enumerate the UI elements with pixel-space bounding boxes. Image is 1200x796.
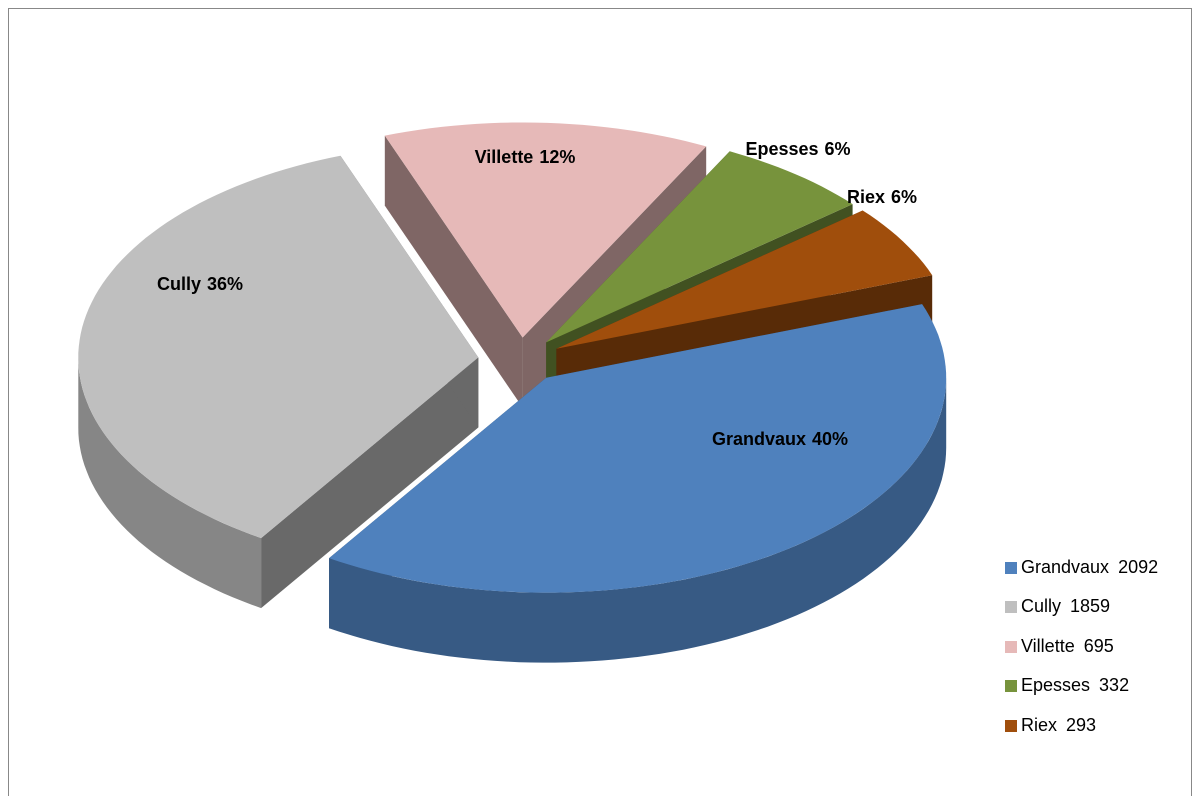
legend-name: Epesses <box>1021 675 1090 695</box>
legend-entry: Villette 695 <box>1021 636 1114 656</box>
legend-entry: Riex 293 <box>1021 715 1096 735</box>
data-label-percent: 6% <box>825 139 851 159</box>
data-label-name: Epesses <box>745 139 818 159</box>
slice-wall <box>329 377 947 663</box>
data-label-percent: 36% <box>207 274 243 294</box>
slice <box>546 151 853 343</box>
data-label: Riex 6% <box>847 187 917 207</box>
data-label: Cully 36% <box>157 274 243 294</box>
legend-entry: Grandvaux 2092 <box>1021 557 1158 577</box>
data-label-percent: 6% <box>891 187 917 207</box>
data-label-name: Villette <box>475 147 534 167</box>
legend-swatch <box>1005 720 1017 732</box>
legend: Grandvaux 2092 Cully 1859 Villette 695 Epesses… <box>1005 557 1158 735</box>
data-label-percent: 12% <box>539 147 575 167</box>
legend-name: Cully <box>1021 596 1061 616</box>
data-label-name: Grandvaux <box>712 429 806 449</box>
legend-swatch <box>1005 601 1017 613</box>
slice <box>329 304 947 593</box>
legend-value: 2092 <box>1118 557 1158 577</box>
legend-swatch <box>1005 680 1017 692</box>
data-labels: Grandvaux 40% Cully 36% Villette 12% Epesses 6%… <box>157 139 917 449</box>
data-label-name: Cully <box>157 274 201 294</box>
data-label: Grandvaux 40% <box>712 429 848 449</box>
slice <box>78 155 479 539</box>
legend-name: Riex <box>1021 715 1057 735</box>
slice <box>384 122 707 338</box>
slice-wall <box>78 357 262 609</box>
legend-name: Grandvaux <box>1021 557 1109 577</box>
data-label: Villette 12% <box>475 147 576 167</box>
legend-name: Villette <box>1021 636 1075 656</box>
legend-value: 695 <box>1084 636 1114 656</box>
data-label-percent: 40% <box>812 429 848 449</box>
data-label: Epesses 6% <box>745 139 850 159</box>
pie <box>78 122 947 663</box>
slice-cut-face <box>384 135 523 408</box>
data-label-name: Riex <box>847 187 885 207</box>
legend-value: 293 <box>1066 715 1096 735</box>
legend-value: 332 <box>1099 675 1129 695</box>
legend-value: 1859 <box>1070 596 1110 616</box>
slice-cut-face <box>261 357 479 609</box>
legend-swatch <box>1005 562 1017 574</box>
legend-entry: Epesses 332 <box>1021 675 1129 695</box>
legend-swatch <box>1005 641 1017 653</box>
legend-entry: Cully 1859 <box>1021 596 1110 616</box>
slice <box>556 210 933 349</box>
